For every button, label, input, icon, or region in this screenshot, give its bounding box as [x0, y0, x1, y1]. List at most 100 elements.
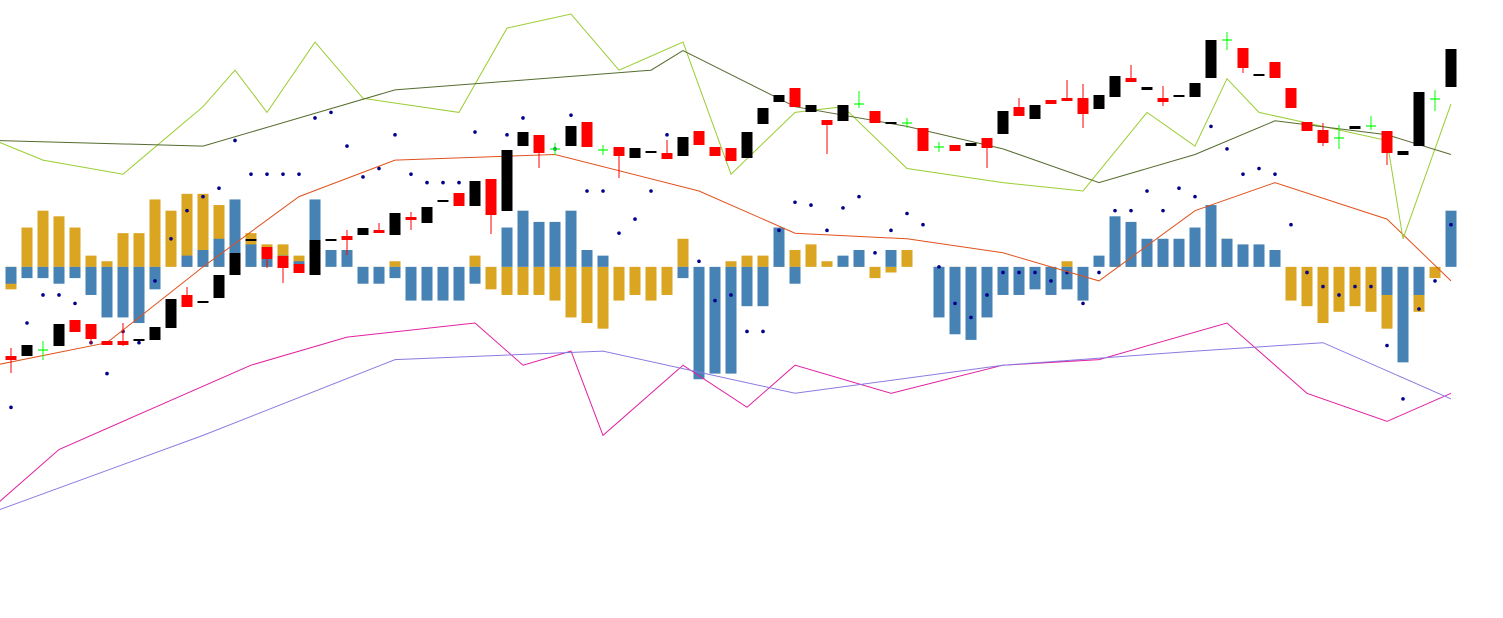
candle-body — [885, 122, 897, 124]
histogram-bar — [901, 250, 913, 267]
histogram-bar — [1397, 266, 1409, 363]
histogram-bar — [597, 255, 609, 267]
candle-body — [133, 339, 145, 341]
candle-body — [677, 137, 689, 156]
indicator-dot — [745, 329, 749, 334]
indicator-dot — [793, 200, 797, 205]
histogram-bar — [245, 244, 257, 267]
histogram-bar — [437, 266, 449, 301]
histogram-bar — [453, 266, 465, 301]
histogram-bar — [181, 255, 193, 267]
indicator-dot — [393, 133, 397, 137]
indicator-dot — [1305, 270, 1309, 275]
indicator-dot — [1401, 397, 1405, 401]
histogram-bar — [85, 255, 97, 267]
indicator-dot — [953, 301, 957, 306]
histogram-bar — [853, 250, 865, 267]
indicator-dot — [505, 133, 509, 137]
candle-body — [629, 148, 641, 158]
candle-body — [1125, 78, 1137, 82]
histogram-bar — [581, 250, 593, 267]
candle-body — [837, 105, 849, 121]
indicator-dot — [1433, 279, 1437, 283]
indicator-dot — [1177, 186, 1181, 191]
indicator-dot — [1321, 284, 1325, 289]
indicator-dot — [281, 172, 285, 176]
indicator-line — [0, 153, 1452, 365]
candle-body — [181, 295, 193, 307]
histogram-bar — [1365, 266, 1377, 312]
indicator-dot — [217, 186, 221, 191]
candle-body — [1269, 62, 1281, 78]
candle-body — [789, 88, 801, 107]
histogram-bar — [645, 266, 657, 301]
candle-body — [421, 207, 433, 223]
indicator-dot — [569, 113, 573, 117]
indicator-dot — [1257, 166, 1261, 171]
indicator-dot — [1241, 172, 1245, 176]
candle-body — [1013, 107, 1025, 116]
histogram-bar — [373, 266, 385, 284]
indicator-dot — [441, 180, 445, 185]
candle-body — [725, 148, 737, 161]
indicator-dot — [73, 301, 77, 306]
histogram-bar — [1189, 227, 1201, 267]
candle-body — [773, 95, 785, 102]
candle-body — [949, 145, 961, 151]
indicator-dot — [457, 180, 461, 185]
histogram-bar — [117, 266, 129, 318]
indicator-dot — [1017, 270, 1021, 275]
candle-body — [1381, 131, 1393, 153]
indicator-dot — [297, 172, 301, 176]
indicator-dot — [137, 340, 141, 345]
candle-body — [1029, 105, 1041, 119]
histogram-bar — [85, 266, 97, 295]
indicator-dot — [905, 211, 909, 216]
indicator-dot — [1417, 307, 1421, 311]
indicator-dot — [617, 231, 621, 235]
indicator-dot — [41, 293, 45, 297]
histogram-bar — [677, 266, 689, 279]
histogram-bar — [229, 199, 241, 267]
histogram-bar — [197, 193, 209, 267]
indicator-dot — [1161, 208, 1165, 213]
histogram-bar — [821, 261, 833, 267]
candle-body — [1349, 126, 1361, 129]
histogram-bar — [1125, 221, 1137, 267]
candle-body — [405, 217, 417, 220]
indicator-dot — [1081, 301, 1085, 306]
indicator-line — [0, 322, 1452, 502]
histogram-bar — [709, 266, 721, 374]
histogram-bar — [1141, 238, 1153, 267]
histogram-bar — [1381, 266, 1393, 329]
histogram-bar — [837, 255, 849, 267]
indicator-dot — [425, 180, 429, 185]
candle-body — [997, 111, 1009, 134]
histogram-bar — [53, 266, 65, 284]
indicator-dot — [857, 194, 861, 199]
indicator-dot — [345, 144, 349, 148]
indicator-dot — [153, 279, 157, 283]
histogram-bar — [885, 266, 897, 273]
histogram-bar — [965, 266, 977, 340]
histogram-bar — [549, 221, 561, 267]
indicator-dot — [1049, 279, 1053, 283]
indicator-line — [0, 13, 1452, 239]
candle-body — [293, 264, 305, 273]
candle-body — [533, 135, 545, 153]
histogram-bar — [597, 266, 609, 329]
indicator-dot — [1289, 222, 1293, 227]
candle-body — [1157, 98, 1169, 102]
histogram-bar — [309, 199, 321, 267]
candle-body — [1445, 49, 1457, 87]
histogram-bar — [1077, 266, 1089, 301]
candle-body — [197, 301, 209, 303]
candle-body — [1141, 87, 1153, 90]
indicator-dot — [9, 405, 13, 410]
histogram-bar — [725, 266, 737, 374]
candle-body — [1397, 151, 1409, 155]
histogram-bar — [757, 266, 769, 307]
indicator-dot — [729, 293, 733, 297]
histogram-bar — [805, 244, 817, 267]
